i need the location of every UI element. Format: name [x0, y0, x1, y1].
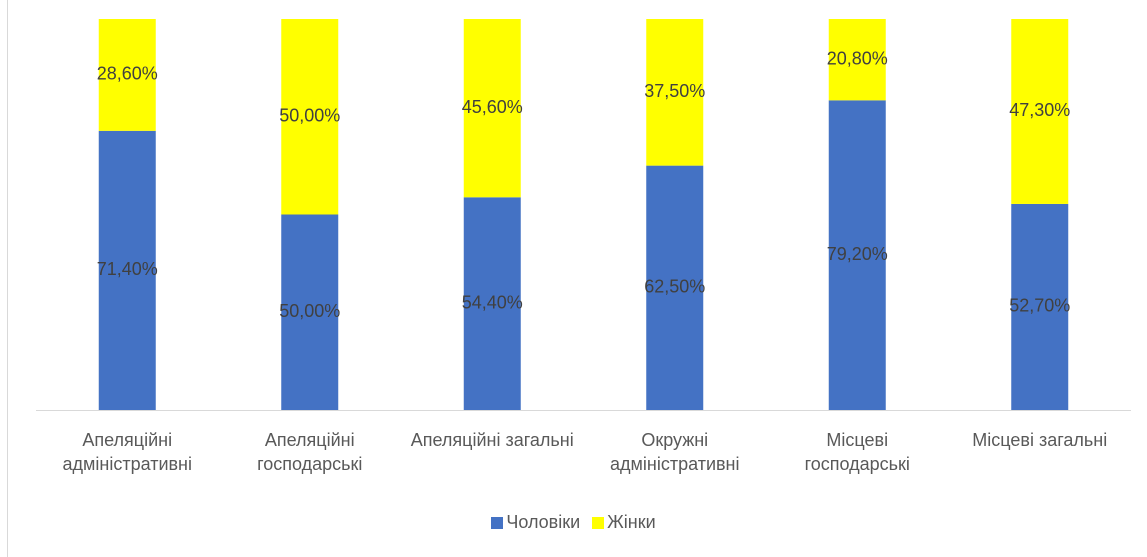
- data-label: 20,80%: [827, 48, 888, 68]
- legend-item: Чоловіки: [491, 512, 580, 533]
- data-label: 45,60%: [462, 97, 523, 117]
- data-label: 54,40%: [462, 292, 523, 312]
- bar-segment: [463, 19, 521, 198]
- bar-segment: [646, 19, 704, 166]
- legend-swatch: [592, 517, 605, 529]
- x-tick-label: Місцеві загальні: [972, 430, 1108, 450]
- bar-segment: [646, 165, 704, 410]
- data-label: 52,70%: [1009, 296, 1070, 316]
- data-label: 71,40%: [97, 259, 158, 279]
- x-tick-label: Окружні адміністративні: [610, 430, 740, 474]
- legend-label: Чоловіки: [506, 512, 581, 532]
- data-label: 79,20%: [827, 244, 888, 264]
- bar-segment: [1011, 203, 1069, 410]
- x-tick-label: Місцеві господарські: [804, 430, 910, 474]
- bar-segment: [281, 214, 339, 410]
- data-label: 62,50%: [644, 277, 705, 297]
- bar-segment: [98, 130, 156, 411]
- data-label: 28,60%: [97, 64, 158, 84]
- bar-segment: [98, 19, 156, 131]
- legend-swatch: [491, 517, 504, 529]
- legend-label: Жінки: [607, 512, 656, 532]
- bar-segment: [463, 197, 521, 410]
- bar-segment: [1011, 19, 1069, 204]
- x-tick-label: Апеляційні адміністративні: [62, 430, 193, 474]
- bar-segment: [281, 19, 339, 215]
- bar-segment: [828, 19, 886, 101]
- legend: Чоловіки Жінки: [0, 512, 1147, 533]
- x-tick-label: Апеляційні загальні: [410, 430, 574, 450]
- data-label: 47,30%: [1009, 100, 1070, 120]
- data-label: 50,00%: [279, 106, 340, 126]
- x-tick-label: Апеляційні господарські: [257, 430, 363, 474]
- data-label: 37,50%: [644, 81, 705, 101]
- legend-item: Жінки: [592, 512, 656, 533]
- bar-segment: [828, 100, 886, 410]
- data-label: 50,00%: [279, 301, 340, 321]
